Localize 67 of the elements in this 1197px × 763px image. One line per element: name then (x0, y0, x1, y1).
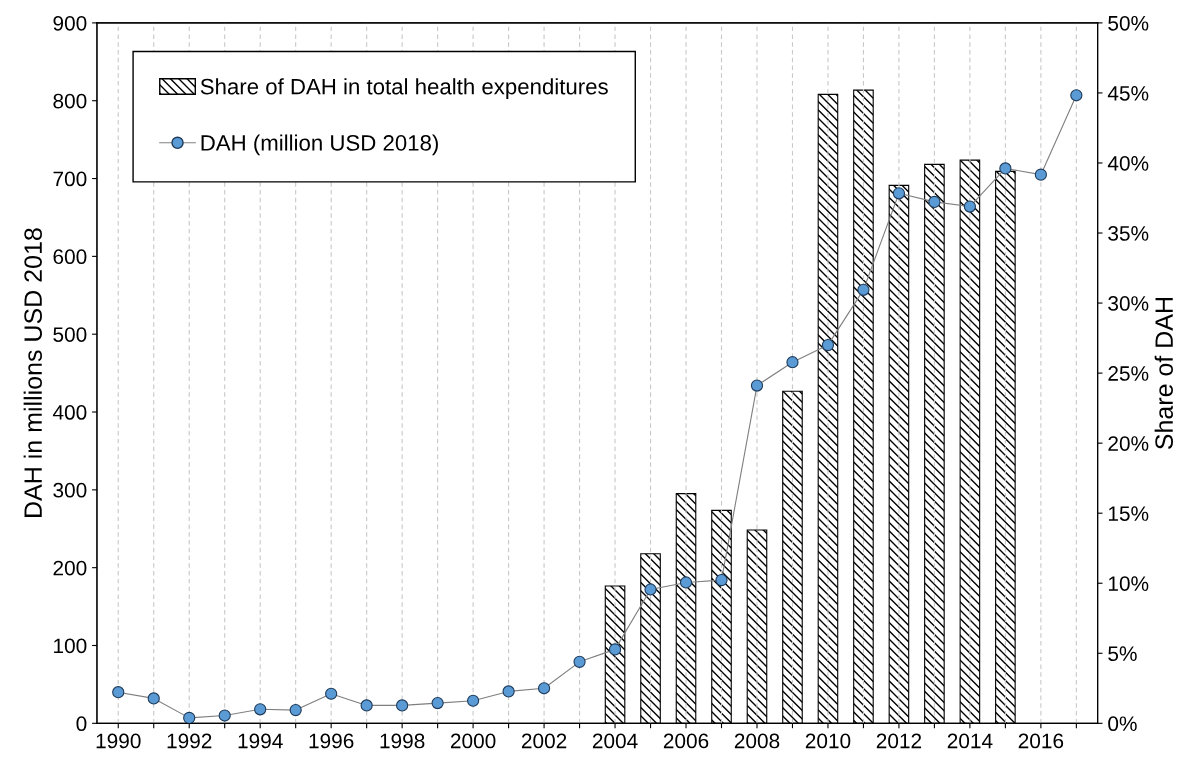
point (360, 699, 373, 712)
point (254, 703, 267, 716)
x-tick-label: 2016 (1018, 733, 1064, 749)
point (999, 162, 1012, 175)
x-tick-label: 2008 (734, 733, 780, 749)
y2-tick-label: 50% (1108, 15, 1149, 31)
x-tick-label: 2012 (876, 733, 922, 749)
y-tick-label: 500 (53, 327, 87, 342)
y2-tick-label: 45% (1107, 86, 1149, 101)
x-tick-label: 2000 (450, 733, 496, 749)
legend-label: Share of DAH in total health expenditures (200, 78, 608, 99)
y-tick-label: 100 (54, 638, 87, 654)
x-tick-label: 2010 (805, 733, 851, 749)
point (750, 379, 764, 392)
point (431, 696, 444, 710)
point (466, 694, 480, 707)
point (502, 685, 515, 698)
point (289, 703, 302, 717)
y2-tick-label: 20% (1108, 436, 1149, 451)
y2-tick-label: 5% (1108, 646, 1137, 662)
y-tick-label: 600 (53, 249, 87, 265)
y-tick-label: 0 (76, 716, 87, 732)
point (1034, 168, 1047, 181)
y-tick-label: 300 (53, 482, 87, 498)
y2-tick-label: 10% (1108, 576, 1149, 591)
point (786, 356, 799, 369)
point (892, 187, 906, 200)
point (608, 643, 622, 656)
y-tick-label: 800 (53, 93, 87, 109)
y-tick-label: 700 (53, 171, 87, 187)
point (1070, 89, 1083, 102)
x-tick-label: 2006 (663, 733, 709, 749)
y2-tick-label: 25% (1108, 366, 1149, 381)
point (396, 699, 409, 712)
point (147, 692, 160, 705)
point (218, 709, 231, 722)
x-tick-label: 1996 (309, 733, 354, 749)
y-tick-label: 900 (53, 15, 87, 31)
x-tick-label: 1994 (238, 733, 283, 749)
point (963, 200, 977, 213)
x-tick-label: 1992 (167, 733, 212, 749)
point (573, 655, 586, 668)
point (715, 574, 728, 587)
point (679, 576, 693, 589)
y-axis-title: DAH in millions USD 2018 (23, 228, 42, 517)
x-tick-label: 2014 (947, 733, 993, 749)
point (325, 687, 338, 700)
point (644, 583, 657, 596)
point (112, 686, 125, 699)
point (537, 682, 551, 695)
legend-label: DAH (million USD 2018) (201, 134, 438, 156)
point (821, 338, 835, 352)
y2-tick-label: 0% (1108, 716, 1137, 732)
y-tick-label: 400 (52, 405, 87, 420)
point (928, 195, 941, 209)
y2-tick-label: 40% (1107, 155, 1149, 171)
x-tick-label: 1998 (380, 733, 425, 749)
y2-axis-title: Share of DAH (1154, 298, 1173, 450)
x-tick-label: 1990 (96, 733, 141, 749)
point (857, 283, 870, 296)
x-tick-label: 2002 (521, 733, 567, 749)
y-tick-label: 200 (53, 560, 87, 576)
y2-tick-label: 15% (1108, 506, 1149, 521)
y2-tick-label: 30% (1108, 296, 1149, 311)
x-tick-label: 2004 (592, 733, 638, 749)
y2-tick-label: 35% (1108, 226, 1149, 241)
point (183, 711, 196, 724)
